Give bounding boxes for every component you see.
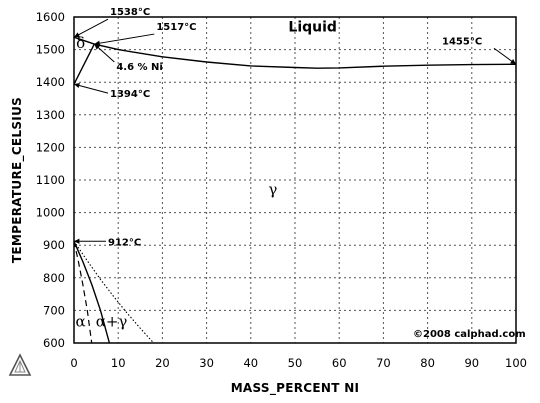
y-tick-label: 1400 [36,75,65,89]
annotation-arrowhead [74,83,80,89]
y-tick-label: 600 [43,336,65,350]
phase-region-label: δ [76,34,85,52]
phase-boundary-curves [73,36,517,344]
y-axis-title: TEMPERATURE_CELSIUS [10,97,25,263]
x-tick-label: 30 [199,356,214,370]
x-tick-label: 20 [155,356,170,370]
phase-region-label: α [76,313,86,331]
annotation-arrowhead [94,40,101,46]
y-tick-label: 900 [43,238,65,252]
y-tick-label: 1200 [36,140,65,154]
annotation-arrowhead [74,32,80,38]
x-tick-label: 90 [464,356,479,370]
phase-boundary-dotted [73,240,155,344]
annotation-label: 4.6 % Ni [116,62,163,73]
x-tick-label: 10 [111,356,126,370]
annotation-label: 1517°C [156,22,196,33]
phase-region-label: γ [268,181,277,199]
phase-region-label: α+γ [96,313,128,331]
annotation-label: 1394°C [110,89,150,100]
y-tick-label: 1000 [36,206,65,220]
y-tick-label: 1100 [36,173,65,187]
y-tick-label: 800 [43,271,65,285]
x-tick-label: 40 [243,356,258,370]
phase-boundary-solid [73,241,111,344]
phase-boundary-solid [73,43,95,85]
x-tick-label: 0 [70,356,77,370]
y-tick-label: 1500 [36,43,65,57]
annotation-arrowhead [74,238,80,244]
phase-boundary-solid [73,36,95,45]
annotation-label: 912°C [108,237,141,248]
copyright-note: ©2008 calphad.com [413,329,526,340]
x-tick-label: 50 [288,356,303,370]
phase-region-label: Liquid [288,20,337,36]
annotation-label: 1538°C [110,7,150,18]
x-tick-label: 70 [376,356,391,370]
annotation-leader [94,33,155,45]
x-tick-label: 80 [420,356,435,370]
annotation-leader [73,18,109,38]
triangle-logo-icon [8,353,32,376]
x-axis-title: MASS_PERCENT NI [231,381,360,396]
annotation-label: 1455°C [442,36,482,47]
phase-boundary-solid [94,43,517,69]
annotations: 1538°C 1517°C 4.6 % Ni 1394°C 1455°C 912°C [73,7,517,248]
annotation-arrowhead [94,44,101,50]
y-tick-label: 1300 [36,108,65,122]
x-tick-label: 100 [505,356,527,370]
plot-frame [73,16,517,344]
y-tick-label: 1600 [36,10,65,24]
x-tick-label: 60 [332,356,347,370]
phase-boundary-dashed [73,241,93,344]
phase-region-labels: Liquid δ γ α α+γ [76,20,337,331]
annotation-arrowhead [510,58,516,65]
tick-labels: 0 10 20 30 40 50 60 70 80 90 100 600 700 800 900 1000 11… [36,10,527,370]
grid-lines [74,17,516,343]
y-tick-label: 700 [43,303,65,317]
annotation-leader [73,83,109,94]
